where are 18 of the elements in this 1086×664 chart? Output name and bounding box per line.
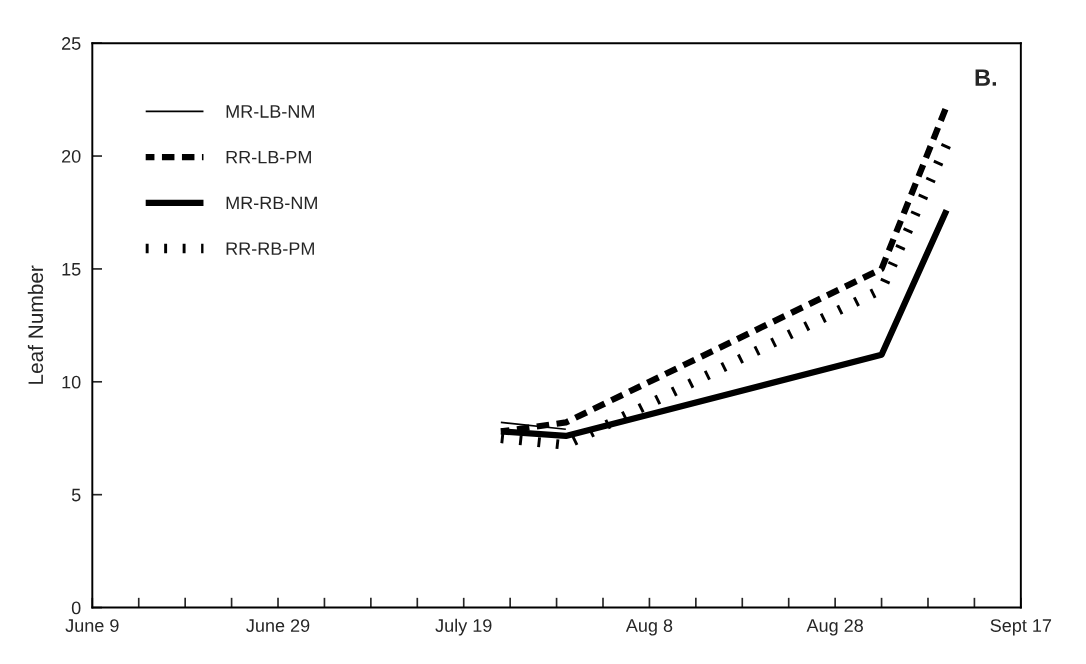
y-tick-label: 0: [71, 601, 81, 615]
y-tick-label: 15: [62, 263, 81, 276]
annotation: B.: [975, 69, 996, 86]
x-tick-label: June 9: [65, 619, 119, 632]
legend-label: RR-RB-PM: [226, 242, 314, 255]
y-tick-label: 25: [62, 37, 81, 50]
y-tick-label: 10: [62, 375, 81, 389]
y-tick-label: 5: [71, 488, 81, 502]
legend-label: MR-LB-NM: [226, 105, 314, 118]
x-tick-label: Sept 17: [990, 619, 1052, 636]
legend-label: RR-LB-PM: [226, 150, 311, 164]
x-tick-label: July 19: [435, 618, 492, 636]
y-axis-title: Leaf Number: [27, 265, 44, 384]
legend-label: MR-RB-NM: [226, 196, 317, 210]
x-tick-label: Aug 8: [625, 619, 673, 636]
x-tick-label: June 29: [246, 619, 310, 632]
x-tick-label: Aug 28: [806, 619, 863, 636]
y-tick-label: 20: [62, 149, 81, 163]
